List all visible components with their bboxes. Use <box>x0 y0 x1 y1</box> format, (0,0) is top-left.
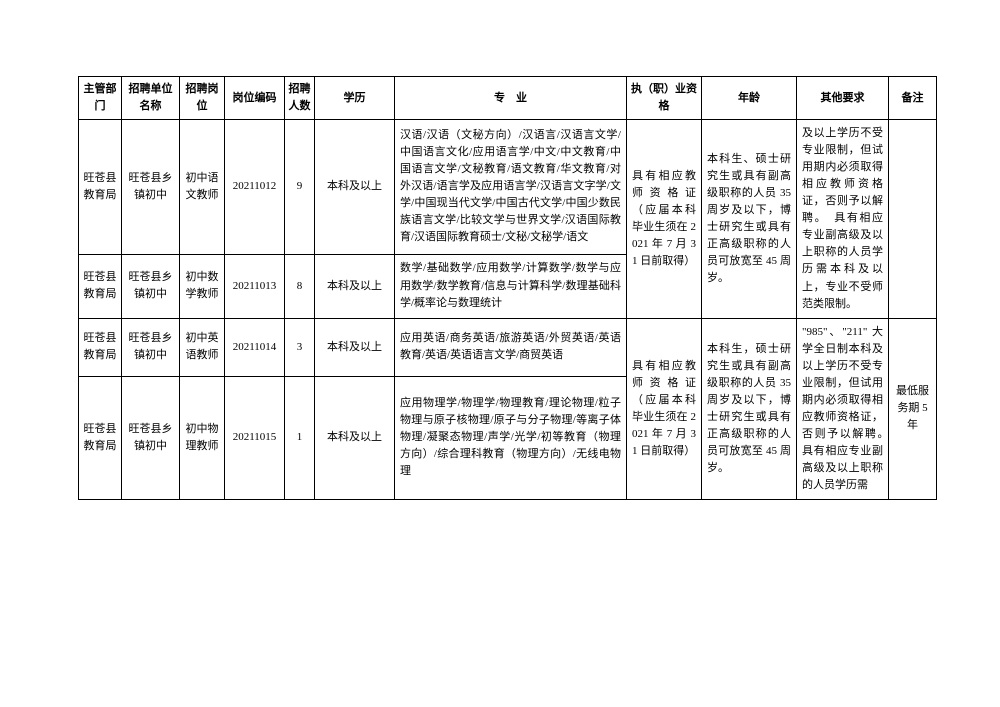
header-qual: 执（职）业资格 <box>627 77 702 120</box>
table-header-row: 主管部门 招聘单位名称 招聘岗位 岗位编码 招聘人数 学历 专 业 执（职）业资… <box>79 77 937 120</box>
cell-post: 初中物理教师 <box>180 376 225 500</box>
table-row: 旺苍县教育局 旺苍县乡镇初中 初中语文教师 20211012 9 本科及以上 汉… <box>79 120 937 254</box>
cell-dept: 旺苍县教育局 <box>79 254 122 318</box>
cell-note <box>889 120 937 319</box>
cell-dept: 旺苍县教育局 <box>79 376 122 500</box>
cell-note: 最低服务期 5 年 <box>889 318 937 499</box>
header-major: 专 业 <box>395 77 627 120</box>
cell-qual: 具有相应教师资格证（应届本科毕业生须在 2021 年 7 月 31 日前取得） <box>627 318 702 499</box>
cell-post: 初中语文教师 <box>180 120 225 254</box>
cell-edu: 本科及以上 <box>315 120 395 254</box>
cell-qual: 具有相应教师资格证（应届本科毕业生须在 2021 年 7 月 31 日前取得） <box>627 120 702 319</box>
cell-dept: 旺苍县教育局 <box>79 120 122 254</box>
cell-code: 20211012 <box>225 120 285 254</box>
cell-unit: 旺苍县乡镇初中 <box>122 376 180 500</box>
cell-post: 初中数学教师 <box>180 254 225 318</box>
cell-edu: 本科及以上 <box>315 376 395 500</box>
cell-edu: 本科及以上 <box>315 318 395 376</box>
header-code: 岗位编码 <box>225 77 285 120</box>
cell-other: "985"、"211" 大学全日制本科及以上学历不受专业限制，但试用期内必须取得… <box>797 318 889 499</box>
cell-major: 应用英语/商务英语/旅游英语/外贸英语/英语教育/英语/英语语言文学/商贸英语 <box>395 318 627 376</box>
cell-major: 应用物理学/物理学/物理教育/理论物理/粒子物理与原子核物理/原子与分子物理/等… <box>395 376 627 500</box>
document-page: 主管部门 招聘单位名称 招聘岗位 岗位编码 招聘人数 学历 专 业 执（职）业资… <box>0 0 1000 540</box>
cell-other: 及以上学历不受专业限制，但试用期内必须取得相应教师资格证，否则予以解聘。 具有相… <box>797 120 889 319</box>
header-dept: 主管部门 <box>79 77 122 120</box>
header-count: 招聘人数 <box>285 77 315 120</box>
recruitment-table: 主管部门 招聘单位名称 招聘岗位 岗位编码 招聘人数 学历 专 业 执（职）业资… <box>78 76 937 500</box>
cell-code: 20211013 <box>225 254 285 318</box>
cell-count: 9 <box>285 120 315 254</box>
header-age: 年龄 <box>702 77 797 120</box>
cell-count: 3 <box>285 318 315 376</box>
cell-age: 本科生、硕士研究生或具有副高级职称的人员 35 周岁及以下，博士研究生或具有正高… <box>702 120 797 319</box>
cell-count: 8 <box>285 254 315 318</box>
cell-code: 20211014 <box>225 318 285 376</box>
cell-major: 汉语/汉语（文秘方向）/汉语言/汉语言文学/中国语言文化/应用语言学/中文/中文… <box>395 120 627 254</box>
cell-count: 1 <box>285 376 315 500</box>
cell-major: 数学/基础数学/应用数学/计算数学/数学与应用数学/数学教育/信息与计算科学/数… <box>395 254 627 318</box>
cell-age: 本科生，硕士研究生或具有副高级职称的人员 35 周岁及以下，博士研究生或具有正高… <box>702 318 797 499</box>
header-other: 其他要求 <box>797 77 889 120</box>
header-post: 招聘岗位 <box>180 77 225 120</box>
cell-unit: 旺苍县乡镇初中 <box>122 120 180 254</box>
cell-post: 初中英语教师 <box>180 318 225 376</box>
table-row: 旺苍县教育局 旺苍县乡镇初中 初中英语教师 20211014 3 本科及以上 应… <box>79 318 937 376</box>
cell-dept: 旺苍县教育局 <box>79 318 122 376</box>
cell-code: 20211015 <box>225 376 285 500</box>
cell-edu: 本科及以上 <box>315 254 395 318</box>
header-unit: 招聘单位名称 <box>122 77 180 120</box>
header-edu: 学历 <box>315 77 395 120</box>
header-note: 备注 <box>889 77 937 120</box>
cell-unit: 旺苍县乡镇初中 <box>122 318 180 376</box>
cell-unit: 旺苍县乡镇初中 <box>122 254 180 318</box>
